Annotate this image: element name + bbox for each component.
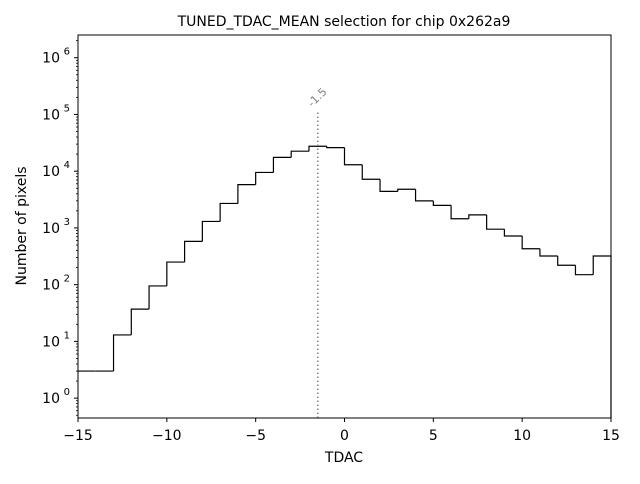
y-tick-exponent: 3 — [64, 217, 70, 228]
y-tick-exponent: 5 — [64, 103, 70, 114]
histogram-bin — [503, 229, 523, 237]
y-tick-exponent: 6 — [64, 47, 70, 58]
x-tick-label: 0 — [340, 428, 349, 444]
histogram-bin — [414, 189, 434, 202]
y-tick-label: 10 — [42, 107, 60, 123]
x-tick-label: 10 — [513, 428, 531, 444]
histogram-bin — [290, 150, 309, 158]
histogram-bin — [184, 240, 203, 263]
x-tick-label: −10 — [152, 428, 182, 444]
histogram-bin — [148, 285, 167, 310]
chart-title: TUNED_TDAC_MEAN selection for chip 0x262… — [177, 14, 511, 30]
histogram-bin — [379, 179, 398, 193]
x-axis-label: TDAC — [324, 450, 363, 466]
histogram-bin — [574, 265, 594, 276]
histogram-bin — [361, 164, 381, 180]
x-axis-ticks: −15 −10 −5 0 5 10 15 — [63, 418, 620, 444]
y-tick-label: 10 — [42, 164, 60, 180]
y-axis-label: Number of pixels — [14, 166, 30, 285]
histogram-bin — [237, 184, 256, 204]
histogram-bin — [166, 261, 185, 286]
histogram-bin — [521, 236, 540, 250]
y-tick-exponent: 4 — [64, 160, 70, 171]
histogram-bin — [326, 146, 345, 149]
y-tick-label: 10 — [42, 278, 60, 294]
histogram-bin — [308, 145, 327, 152]
histogram-bin — [539, 248, 558, 257]
histogram-layer — [78, 145, 612, 418]
y-tick-label: 10 — [42, 221, 60, 237]
y-tick-exponent: 1 — [64, 330, 70, 341]
histogram-bin — [272, 156, 292, 173]
x-tick-label: 5 — [429, 428, 438, 444]
histogram-bin — [432, 200, 452, 206]
y-tick-label: 10 — [42, 334, 60, 350]
y-axis-ticks: 10 0 10 1 10 2 10 3 10 4 10 5 10 6 — [42, 40, 78, 416]
x-tick-label: 15 — [602, 428, 620, 444]
histogram-bin — [130, 308, 150, 335]
histogram-bin — [343, 147, 363, 166]
histogram-bin — [557, 255, 576, 266]
histogram-bin — [486, 214, 505, 230]
histogram-bin — [397, 188, 416, 192]
y-tick-exponent: 2 — [64, 274, 70, 285]
histogram-bin — [219, 202, 238, 222]
x-tick-label: −5 — [245, 428, 266, 444]
x-tick-label: −15 — [63, 428, 93, 444]
histogram-bin — [468, 214, 487, 219]
y-tick-exponent: 0 — [64, 387, 70, 398]
y-tick-label: 10 — [42, 51, 60, 67]
histogram-bin — [201, 220, 221, 242]
histogram-bin — [450, 205, 469, 220]
histogram-bin — [112, 334, 132, 372]
histogram-bin — [255, 171, 274, 185]
y-tick-label: 10 — [42, 391, 60, 407]
